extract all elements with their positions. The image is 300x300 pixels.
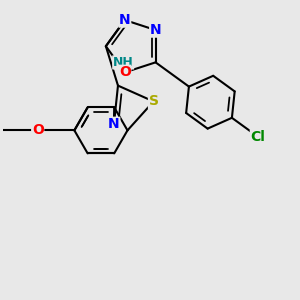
Text: O: O xyxy=(119,65,131,79)
Text: NH: NH xyxy=(113,56,134,69)
Text: Cl: Cl xyxy=(250,130,265,144)
Text: N: N xyxy=(108,117,120,131)
Text: N: N xyxy=(119,13,131,27)
Text: S: S xyxy=(148,94,158,108)
Text: O: O xyxy=(32,123,44,137)
Text: N: N xyxy=(150,23,161,37)
